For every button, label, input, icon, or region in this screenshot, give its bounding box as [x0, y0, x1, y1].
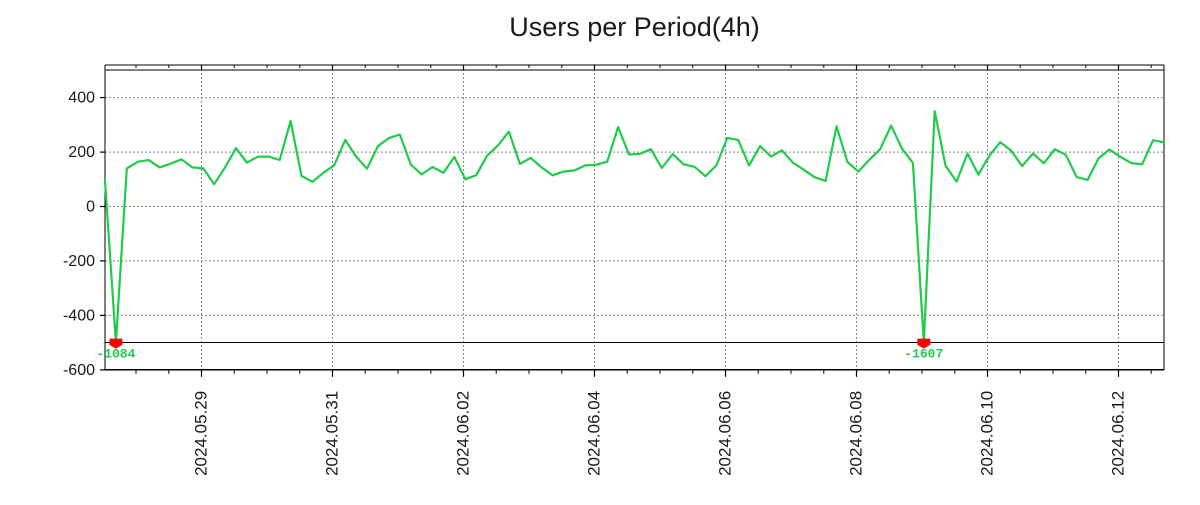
svg-text:2024.05.29: 2024.05.29 — [192, 391, 211, 476]
svg-text:400: 400 — [68, 90, 95, 107]
svg-text:2024.06.04: 2024.06.04 — [585, 391, 604, 476]
svg-text:0: 0 — [86, 199, 95, 216]
svg-text:2024.06.06: 2024.06.06 — [716, 391, 735, 476]
svg-text:-1084: -1084 — [96, 347, 135, 362]
svg-text:-1607: -1607 — [904, 347, 943, 362]
svg-text:2024.06.10: 2024.06.10 — [978, 391, 997, 476]
svg-text:2024.06.08: 2024.06.08 — [847, 391, 866, 476]
svg-text:200: 200 — [68, 144, 95, 161]
svg-text:2024.06.12: 2024.06.12 — [1109, 391, 1128, 476]
svg-text:-400: -400 — [63, 307, 95, 324]
svg-text:2024.05.31: 2024.05.31 — [323, 391, 342, 476]
svg-text:2024.06.02: 2024.06.02 — [454, 391, 473, 476]
svg-text:-600: -600 — [63, 362, 95, 379]
svg-text:-200: -200 — [63, 253, 95, 270]
